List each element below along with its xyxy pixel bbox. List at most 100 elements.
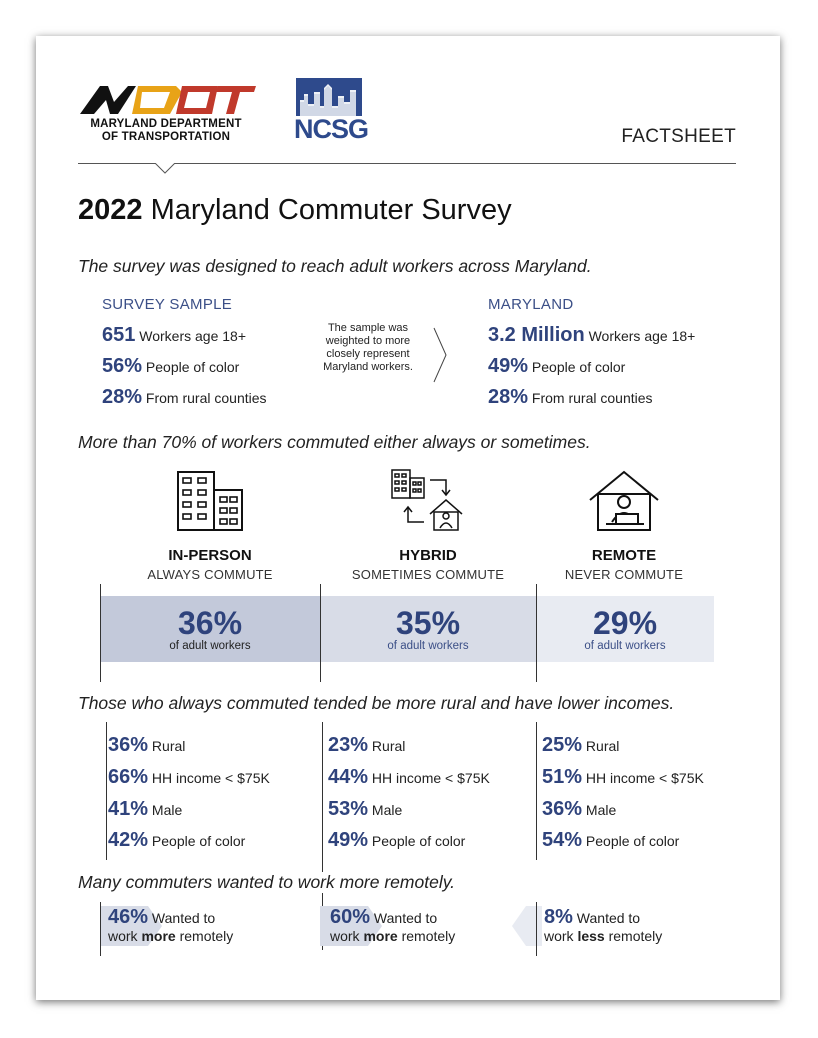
stat-label: Wanted to [576, 910, 641, 926]
category-title-in-person: IN-PERSON [168, 547, 252, 564]
stat-emphasis: less [577, 928, 605, 944]
doc-type-label: FACTSHEET [621, 126, 736, 147]
stat-label: remotely [175, 928, 234, 944]
divider [320, 584, 321, 682]
mdot-logo [80, 86, 256, 114]
stat-value: 49% [328, 829, 369, 851]
mdot-name: MARYLAND DEPARTMENT OF TRANSPORTATION [78, 118, 254, 144]
share-label: of adult workers [169, 640, 251, 652]
demo-stat: 36% Rural [108, 734, 185, 757]
stat-value: 54% [542, 829, 583, 851]
want-stat: 8% Wanted to work less remotely [544, 907, 662, 945]
demo-stat: 49% People of color [328, 829, 465, 852]
category-title-hybrid: HYBRID [399, 547, 457, 564]
stat-value: 36% [542, 798, 583, 820]
demo-stat: 36% Male [542, 798, 616, 821]
share-bar-remote: 29% of adult workers [536, 596, 714, 662]
share-bar-in-person: 36% of adult workers [100, 596, 320, 662]
category-subtitle-hybrid: SOMETIMES COMMUTE [351, 567, 505, 582]
arrow-left-shape [512, 906, 542, 946]
demo-stat: 41% Male [108, 798, 182, 821]
stat-value: 51% [542, 766, 583, 788]
want-stat: 46% Wanted to work more remotely [108, 906, 234, 945]
stat-label: Wanted to [151, 910, 216, 926]
intro-text: The survey was designed to reach adult w… [78, 256, 592, 276]
stat-value: 49% [488, 355, 529, 377]
stat-label: Workers age 18+ [139, 328, 247, 344]
stat-emphasis: more [363, 928, 398, 944]
stat-label: Workers age 18+ [588, 328, 696, 344]
maryland-stat: 28% From rural counties [488, 386, 653, 409]
demo-stat: 23% Rural [328, 734, 405, 757]
stat-value: 28% [102, 386, 143, 408]
stat-value: 42% [108, 829, 149, 851]
divider [100, 584, 101, 682]
stat-value: 651 [102, 324, 136, 346]
stat-value: 56% [102, 355, 143, 377]
hybrid-commute-icon [391, 469, 463, 531]
arrow-right-shape [320, 906, 382, 946]
demo-stat: 54% People of color [542, 829, 679, 852]
title-text: Maryland Commuter Survey [150, 194, 512, 226]
share-bar-hybrid: 35% of adult workers [320, 596, 536, 662]
stat-value: 36% [108, 734, 149, 756]
stat-label: HH income < $75K [585, 770, 704, 786]
title-year: 2022 [78, 194, 143, 226]
stat-value: 46% [108, 906, 149, 928]
demo-stat: 44% HH income < $75K [328, 766, 490, 789]
divider [100, 902, 101, 956]
stat-label: People of color [585, 833, 680, 849]
share-label: of adult workers [584, 640, 666, 652]
header-rule [78, 163, 736, 164]
share-value: 29% [592, 605, 658, 641]
sample-stat: 28% From rural counties [102, 386, 267, 409]
stat-label: People of color [531, 359, 626, 375]
office-buildings-icon [177, 471, 243, 531]
maryland-stat: 49% People of color [488, 355, 625, 378]
chevron-right-icon [433, 327, 447, 383]
share-value: 36% [177, 605, 243, 641]
page-title: 2022 Maryland Commuter Survey [78, 194, 512, 227]
divider [536, 722, 537, 860]
rule-notch [154, 163, 176, 174]
weighting-note: The sample was weighted to more closely … [323, 322, 413, 373]
stat-label: HH income < $75K [371, 770, 490, 786]
stat-label: work [544, 928, 578, 944]
stat-label: People of color [371, 833, 466, 849]
stat-value: 28% [488, 386, 529, 408]
category-subtitle-remote: NEVER COMMUTE [564, 567, 684, 582]
commute-heading: More than 70% of workers commuted either… [78, 432, 591, 452]
mdot-name-line1: MARYLAND DEPARTMENT [90, 118, 242, 130]
stat-value: 25% [542, 734, 583, 756]
demo-stat: 25% Rural [542, 734, 619, 757]
ncsg-skyline-icon [296, 78, 362, 116]
share-value: 35% [395, 605, 461, 641]
stat-value: 3.2 Million [488, 324, 585, 346]
sample-heading: SURVEY SAMPLE [102, 296, 233, 313]
stat-label: remotely [397, 928, 456, 944]
category-subtitle-in-person: ALWAYS COMMUTE [147, 567, 273, 582]
divider [536, 584, 537, 682]
stat-label: Wanted to [373, 910, 438, 926]
stat-value: 66% [108, 766, 149, 788]
remote-heading: Many commuters wanted to work more remot… [78, 872, 458, 893]
mdot-name-line2: OF TRANSPORTATION [101, 131, 231, 143]
demographics-heading: Those who always commuted tended be more… [78, 693, 675, 713]
stat-label: work [108, 928, 142, 944]
ncsg-label: NCSG [294, 114, 369, 144]
sample-stat: 56% People of color [102, 355, 239, 378]
ncsg-logo: NCSG [294, 76, 369, 146]
stat-label: People of color [145, 359, 240, 375]
want-stat: 60% Wanted to work more remotely [330, 907, 456, 945]
stat-label: HH income < $75K [151, 770, 270, 786]
arrow-right-shape [100, 906, 162, 946]
divider [106, 722, 107, 860]
stat-value: 53% [328, 798, 369, 820]
maryland-heading: MARYLAND [488, 296, 574, 313]
demo-stat: 53% Male [328, 798, 402, 821]
demo-stat: 66% HH income < $75K [108, 766, 270, 789]
stat-label: From rural counties [531, 390, 653, 406]
demo-stat: 42% People of color [108, 829, 245, 852]
demo-stat: 51% HH income < $75K [542, 766, 704, 789]
stat-label: People of color [151, 833, 246, 849]
